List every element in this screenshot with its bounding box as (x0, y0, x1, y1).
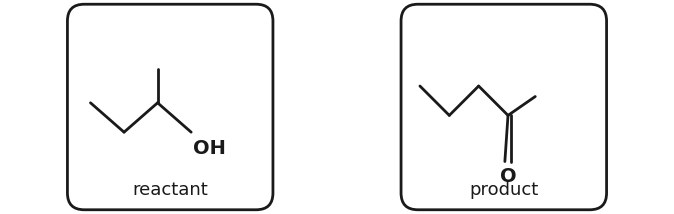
Text: OH: OH (193, 140, 226, 158)
Text: O: O (499, 167, 516, 186)
Text: product: product (469, 181, 539, 199)
Text: reactant: reactant (132, 181, 208, 199)
